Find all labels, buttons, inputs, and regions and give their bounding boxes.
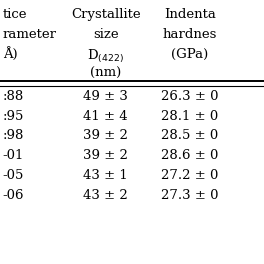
Text: -05: -05 (3, 169, 24, 182)
Text: Crystallite: Crystallite (71, 8, 140, 21)
Text: rameter: rameter (3, 28, 57, 41)
Text: (GPa): (GPa) (171, 48, 209, 60)
Text: 41 ± 4: 41 ± 4 (83, 110, 128, 122)
Text: hardnes: hardnes (163, 28, 217, 41)
Text: 39 ± 2: 39 ± 2 (83, 149, 128, 162)
Text: :95: :95 (3, 110, 24, 122)
Text: -01: -01 (3, 149, 24, 162)
Text: size: size (93, 28, 119, 41)
Text: 39 ± 2: 39 ± 2 (83, 129, 128, 142)
Text: :98: :98 (3, 129, 24, 142)
Text: 26.3 ± 0: 26.3 ± 0 (161, 90, 219, 103)
Text: 28.6 ± 0: 28.6 ± 0 (161, 149, 219, 162)
Text: 28.1 ± 0: 28.1 ± 0 (162, 110, 219, 122)
Text: :88: :88 (3, 90, 24, 103)
Text: 49 ± 3: 49 ± 3 (83, 90, 128, 103)
Text: 43 ± 1: 43 ± 1 (83, 169, 128, 182)
Text: -06: -06 (3, 189, 24, 202)
Text: 43 ± 2: 43 ± 2 (83, 189, 128, 202)
Text: D$_{(422)}$: D$_{(422)}$ (87, 48, 124, 65)
Text: 28.5 ± 0: 28.5 ± 0 (162, 129, 219, 142)
Text: Indenta: Indenta (164, 8, 216, 21)
Text: Å): Å) (3, 48, 17, 62)
Text: 27.3 ± 0: 27.3 ± 0 (161, 189, 219, 202)
Text: 27.2 ± 0: 27.2 ± 0 (161, 169, 219, 182)
Text: (nm): (nm) (90, 67, 121, 80)
Text: tice: tice (3, 8, 27, 21)
